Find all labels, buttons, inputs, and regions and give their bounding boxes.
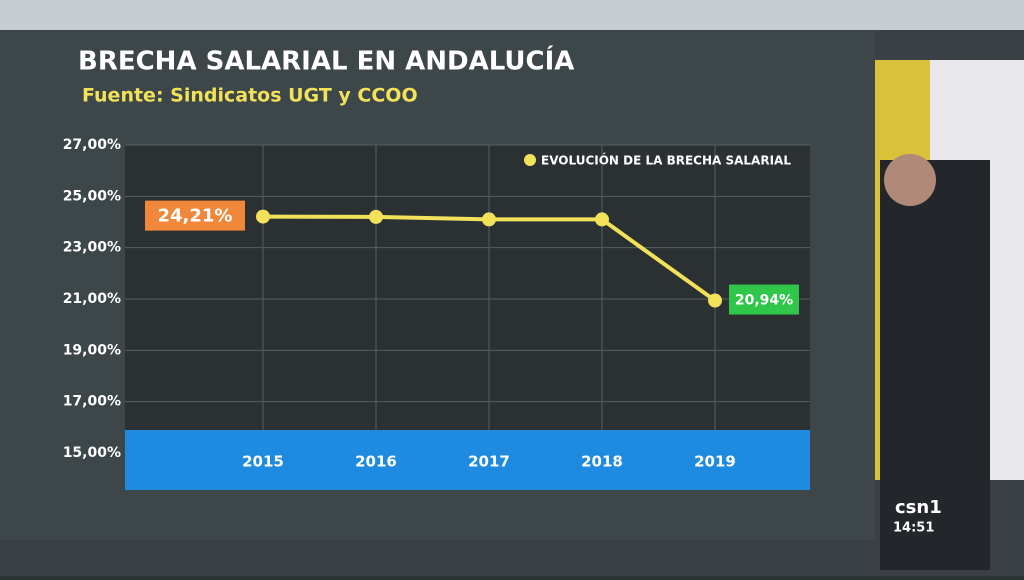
x-tick-label: 2016 [355, 453, 397, 471]
point [595, 212, 609, 227]
y-tick-label: 15,00% [63, 445, 121, 461]
y-tick-label: 27,00% [63, 137, 121, 153]
chart-title: BRECHA SALARIAL EN ANDALUCÍA [78, 45, 574, 77]
y-tick-label: 21,00% [63, 291, 121, 307]
value-label: 24,21% [158, 206, 233, 227]
x-tick-label: 2019 [694, 453, 736, 471]
value-label-box [729, 284, 799, 315]
channel-logo: csn1 [895, 497, 942, 518]
y-tick-label: 17,00% [63, 394, 121, 410]
ceiling [0, 0, 1024, 30]
value-label: 20,94% [735, 293, 793, 309]
x-tick-label: 2017 [468, 453, 510, 471]
legend-label: EVOLUCIÓN DE LA BRECHA SALARIAL [541, 153, 791, 168]
presenter-head [884, 154, 936, 206]
chart-subtitle: Fuente: Sindicatos UGT y CCOO [82, 85, 418, 107]
point [256, 209, 270, 224]
x-tick-label: 2018 [581, 453, 623, 471]
clock: 14:51 [893, 521, 934, 536]
x-tick-label: 2015 [242, 453, 284, 471]
point [369, 209, 383, 224]
y-tick-label: 25,00% [63, 188, 121, 204]
point [708, 293, 722, 308]
point [482, 212, 496, 227]
presenter [880, 160, 990, 570]
value-label-box [145, 200, 245, 231]
legend-marker [524, 154, 536, 166]
x-axis-bar [125, 430, 810, 490]
y-tick-label: 19,00% [63, 342, 121, 358]
y-tick-label: 23,00% [63, 240, 121, 256]
